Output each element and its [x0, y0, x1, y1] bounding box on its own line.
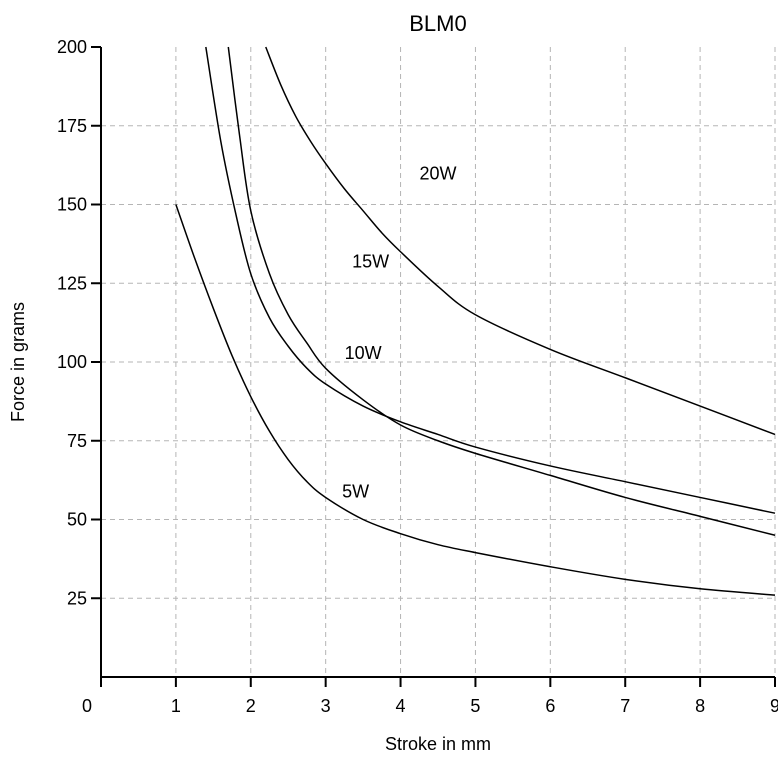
ticks: 0 1 2 3 4 5 6 7 8 9 25 50 75 100 125 150 175 200: [57, 37, 778, 716]
series-line-10w: [227, 46, 776, 536]
series-label-20w: 20W: [419, 163, 456, 183]
x-tick-label: 9: [770, 696, 778, 716]
y-tick-label: 150: [57, 195, 87, 215]
y-axis-title: Force in grams: [8, 302, 28, 422]
x-tick-label: 7: [620, 696, 630, 716]
series-group: [175, 46, 776, 596]
series-label-15w: 15W: [352, 252, 389, 272]
y-tick-label: 75: [67, 431, 87, 451]
x-tick-label: 3: [321, 696, 331, 716]
series-label-10w: 10W: [345, 343, 382, 363]
y-tick-label: 200: [57, 37, 87, 57]
x-tick-label: 6: [545, 696, 555, 716]
chart-title: BLM0: [409, 11, 466, 36]
series-line-5w: [175, 204, 776, 596]
y-tick-label: 100: [57, 352, 87, 372]
x-tick-label: 1: [171, 696, 181, 716]
series-label-5w: 5W: [342, 481, 369, 501]
x-tick-label: 5: [470, 696, 480, 716]
y-tick-label: 50: [67, 510, 87, 530]
series-line-20w: [265, 46, 776, 436]
y-tick-label: 125: [57, 273, 87, 293]
x-tick-label: 2: [246, 696, 256, 716]
y-tick-label: 25: [67, 588, 87, 608]
x-tick-label: 4: [396, 696, 406, 716]
x-axis-title: Stroke in mm: [385, 734, 491, 754]
y-tick-label: 175: [57, 116, 87, 136]
series-line-15w: [205, 46, 776, 514]
series-labels: 20W 15W 10W 5W: [342, 163, 456, 501]
x-tick-label: 0: [82, 696, 92, 716]
grid: [101, 47, 776, 677]
x-tick-label: 8: [695, 696, 705, 716]
